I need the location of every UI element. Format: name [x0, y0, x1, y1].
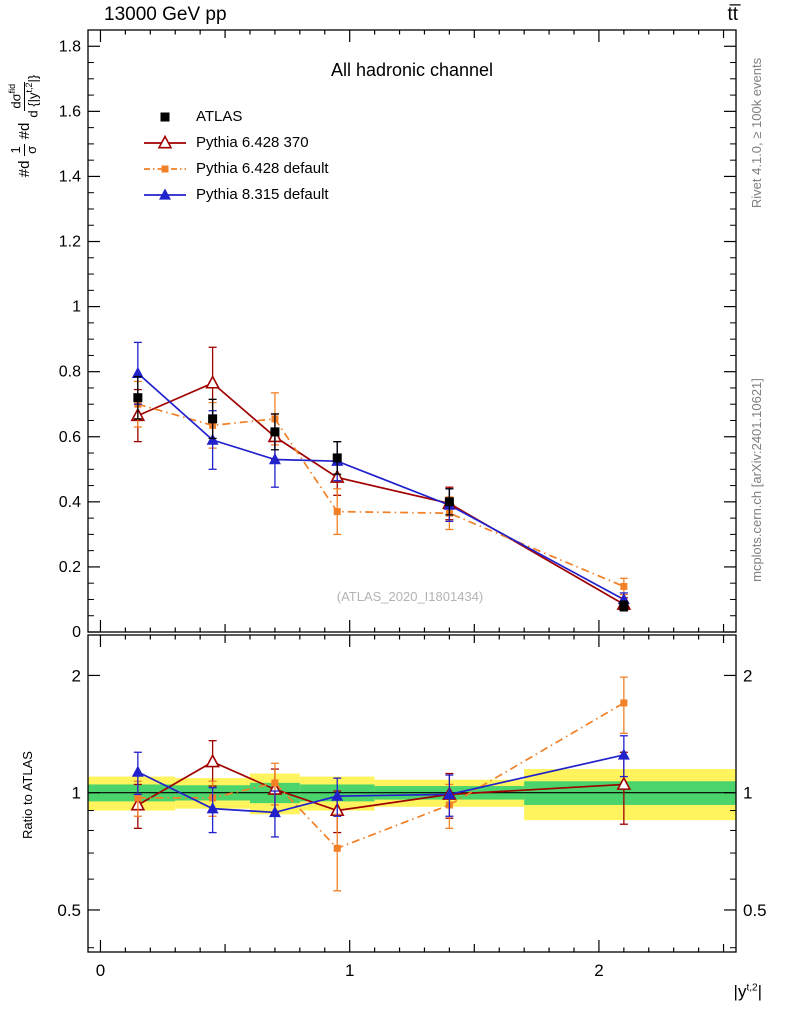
rivet-version-label: Rivet 4.1.0, ≥ 100k events: [749, 57, 764, 209]
legend-label-atlas: ATLAS: [196, 108, 243, 125]
analysis-watermark: (ATLAS_2020_I1801434): [336, 589, 484, 604]
legend-item-pythia6-370: Pythia 6.428 370: [142, 132, 329, 153]
legend-item-atlas: ATLAS: [142, 106, 329, 127]
legend-marker-pythia8-default: [144, 188, 186, 200]
svg-text:0.6: 0.6: [59, 429, 81, 446]
y-axis-label-main: #d 1 σ #d dσfid d {|yt,2|}: [4, 26, 44, 226]
svg-text:0.5: 0.5: [57, 901, 81, 920]
svg-text:1: 1: [345, 961, 354, 980]
legend-label-pythia6-370: Pythia 6.428 370: [196, 134, 309, 151]
svg-text:1.8: 1.8: [59, 38, 81, 55]
mcplots-credit-label: mcplots.cern.ch [arXiv:2401.10621]: [749, 378, 764, 582]
legend-marker-pythia6-default: [144, 165, 186, 172]
svg-text:1.4: 1.4: [59, 168, 81, 185]
svg-text:0.5: 0.5: [743, 901, 767, 920]
legend-label-pythia6-default: Pythia 6.428 default: [196, 160, 329, 177]
ratio-series-py8_def: [131, 735, 630, 838]
legend: ATLAS Pythia 6.428 370 Pythia 6.428 defa…: [142, 106, 329, 205]
svg-text:2: 2: [743, 666, 752, 685]
beam-energy-label: 13000 GeV pp: [104, 4, 227, 25]
process-label: tt̅: [727, 4, 738, 25]
legend-item-pythia6-default: Pythia 6.428 default: [142, 158, 329, 179]
ylabel-token-d1: #d: [15, 160, 33, 178]
plot-frames: [87, 29, 737, 953]
y-axis-label-ratio: Ratio to ATLAS: [20, 751, 35, 839]
ylabel-token-d2: #d: [15, 122, 33, 140]
ylabel-frac-2: dσfid d {|yt,2|}: [6, 74, 40, 118]
main-panel-series: [130, 341, 632, 612]
svg-text:2: 2: [72, 666, 81, 685]
svg-text:1: 1: [72, 299, 81, 316]
svg-text:0.8: 0.8: [59, 364, 81, 381]
x-axis-label: |yt,2|: [733, 982, 762, 1001]
svg-text:1: 1: [743, 784, 752, 803]
ylabel-frac-1: 1 σ: [8, 144, 39, 156]
svg-text:0: 0: [72, 624, 81, 641]
main-series-atlas: [133, 375, 629, 612]
svg-text:2: 2: [594, 961, 603, 980]
axis-ticks: 0 1 2 0 0.2 0.4 0.6 0.8 1 1.2 1.4 1.6 1.8 0.5 0.5 1 1 2 2: [57, 29, 767, 980]
legend-label-pythia8-default: Pythia 8.315 default: [196, 186, 329, 203]
plot-title: All hadronic channel: [330, 60, 494, 80]
legend-marker-atlas: [160, 112, 170, 121]
svg-text:0.2: 0.2: [59, 559, 81, 576]
legend-item-pythia8-default: Pythia 8.315 default: [142, 184, 329, 205]
legend-marker-pythia6-370: [144, 134, 186, 148]
ratio-panel-series: [130, 676, 632, 892]
svg-text:1.2: 1.2: [59, 234, 81, 251]
main-series-py8_def: [131, 341, 630, 607]
svg-text:1.6: 1.6: [59, 103, 81, 120]
svg-text:0: 0: [96, 961, 105, 980]
svg-text:0.4: 0.4: [59, 494, 81, 511]
svg-text:1: 1: [72, 784, 81, 803]
